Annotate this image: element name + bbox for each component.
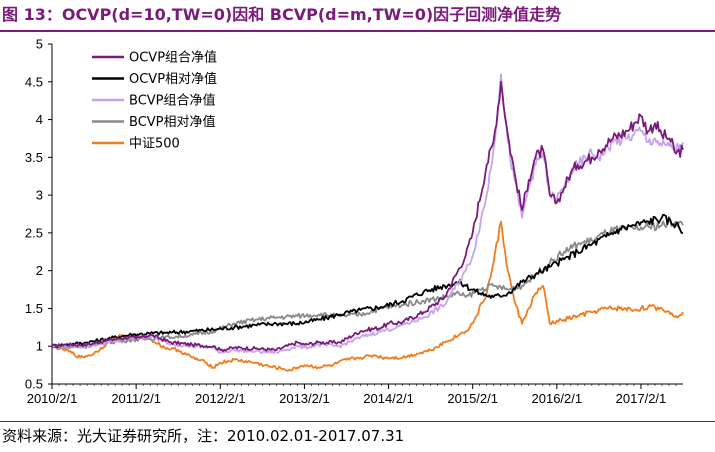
y-tick-label: 2 (36, 263, 43, 278)
y-tick-label: 3 (36, 188, 43, 203)
source-note: 资料来源：光大证券研究所，注：2010.02.01-2017.07.31 (2, 427, 405, 445)
x-tick-label: 2012/2/1 (195, 391, 246, 406)
y-tick-label: 3.5 (25, 150, 43, 165)
title-divider (0, 30, 715, 32)
x-tick-label: 2015/2/1 (447, 391, 498, 406)
x-tick-label: 2013/2/1 (279, 391, 330, 406)
series-line-1 (51, 213, 684, 349)
legend-label-0: OCVP组合净值 (129, 50, 217, 66)
series-line-4 (51, 220, 684, 372)
legend-label-3: BCVP相对净值 (129, 114, 216, 130)
x-tick-label: 2011/2/1 (111, 391, 161, 406)
y-tick-label: 2.5 (25, 225, 43, 240)
x-tick-label: 2010/2/1 (27, 391, 78, 406)
x-tick-label: 2017/2/1 (616, 391, 667, 406)
legend-label-4: 中证500 (129, 137, 180, 152)
y-tick-label: 1.5 (25, 301, 43, 316)
chart-axes: 0.5 1 1.5 2 2.5 3 3.5 4 4.5 5 2010/2/1 2011/2/1 2012… (25, 37, 683, 406)
y-tick-label: 0.5 (25, 377, 43, 392)
figure-title: 图 13：OCVP(d=10,TW=0)因和 BCVP(d=m,TW=0)因子回… (2, 5, 562, 24)
x-tick-label: 2014/2/1 (363, 391, 414, 406)
y-tick-label: 4.5 (25, 74, 43, 89)
y-tick-label: 1 (36, 339, 43, 354)
legend-label-2: BCVP组合净值 (129, 93, 216, 109)
chart-plot-area (51, 73, 684, 372)
source-divider (0, 421, 715, 422)
y-tick-label: 5 (36, 37, 43, 52)
series-line-0 (51, 80, 684, 352)
legend-label-1: OCVP相对净值 (129, 71, 217, 87)
y-tick-label: 4 (36, 112, 43, 127)
x-tick-label: 2016/2/1 (532, 391, 583, 406)
